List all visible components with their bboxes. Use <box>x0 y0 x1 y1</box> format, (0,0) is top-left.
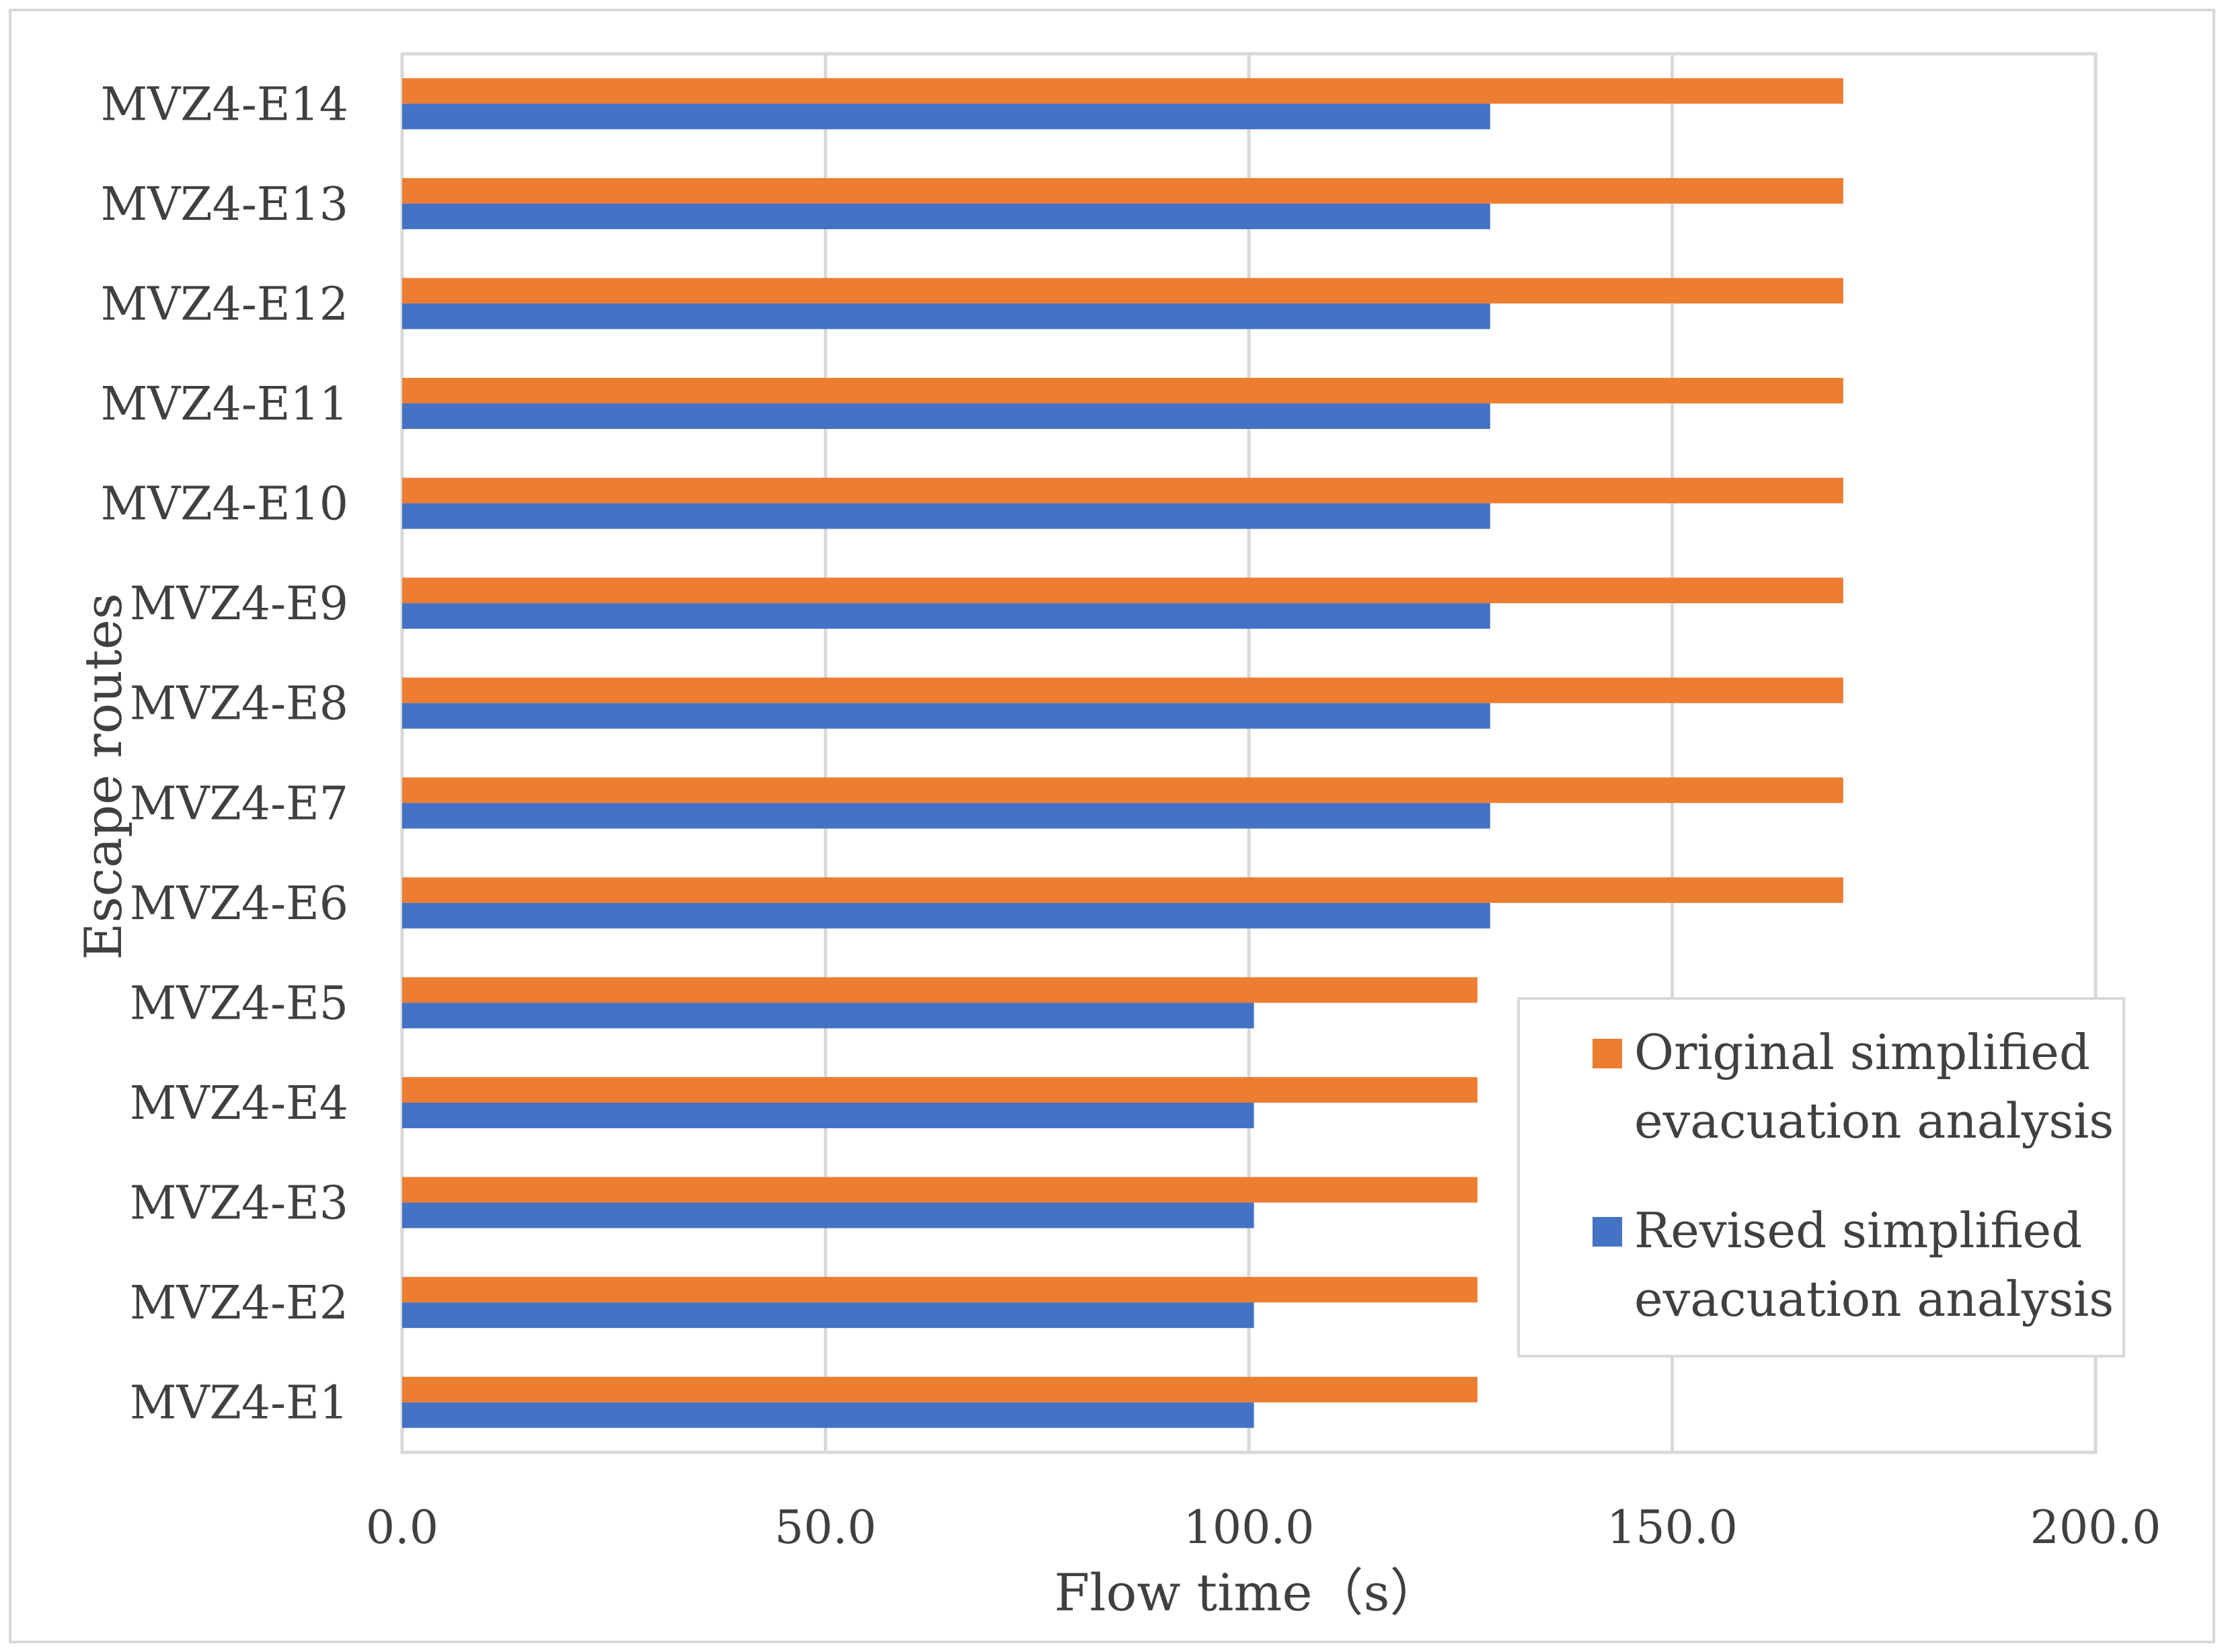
legend-label-revised-line2: evacuation analysis <box>1634 1271 2114 1327</box>
bar-original-mvz4-e2 <box>402 1277 1478 1303</box>
category-label: MVZ4-E14 <box>101 78 348 131</box>
bar-original-mvz4-e5 <box>402 977 1478 1003</box>
category-label: MVZ4-E6 <box>130 877 348 931</box>
x-tick-label: 50.0 <box>775 1501 876 1555</box>
category-label: MVZ4-E7 <box>130 777 348 830</box>
bar-revised-mvz4-e5 <box>402 1002 1254 1029</box>
bar-original-mvz4-e1 <box>402 1376 1478 1403</box>
legend: Original simplified evacuation analysis … <box>1517 997 2125 1358</box>
category-label: MVZ4-E13 <box>101 178 348 231</box>
bar-revised-mvz4-e2 <box>402 1302 1254 1329</box>
bar-revised-mvz4-e8 <box>402 703 1490 729</box>
x-tick-label: 0.0 <box>366 1501 438 1555</box>
x-tick-label: 200.0 <box>2030 1501 2161 1555</box>
bar-original-mvz4-e14 <box>402 78 1843 104</box>
legend-label-original-line1: Original simplified <box>1634 1024 2090 1080</box>
bar-original-mvz4-e8 <box>402 677 1843 703</box>
category-label: MVZ4-E1 <box>130 1377 348 1430</box>
category-label: MVZ4-E11 <box>101 378 348 431</box>
bar-original-mvz4-e10 <box>402 477 1843 504</box>
bar-revised-mvz4-e4 <box>402 1103 1254 1128</box>
bar-revised-mvz4-e6 <box>402 902 1490 929</box>
bars <box>402 78 1843 1428</box>
legend-swatch-revised <box>1593 1217 1622 1247</box>
bar-original-mvz4-e7 <box>402 777 1843 803</box>
bar-original-mvz4-e3 <box>402 1177 1478 1203</box>
bar-original-mvz4-e13 <box>402 178 1843 204</box>
bar-revised-mvz4-e1 <box>402 1402 1254 1428</box>
plot-area-frame <box>400 52 2098 1454</box>
category-label: MVZ4-E2 <box>130 1277 348 1330</box>
category-labels: MVZ4-E1 MVZ4-E2 MVZ4-E3 MVZ4-E4 MVZ4-E5 MVZ4-… <box>101 78 348 1429</box>
bar-revised-mvz4-e13 <box>402 203 1490 229</box>
x-tick-labels: 0.0 50.0 100.0 150.0 200.0 <box>366 1501 2161 1555</box>
bar-revised-mvz4-e14 <box>402 104 1490 130</box>
bar-original-mvz4-e12 <box>402 278 1843 304</box>
category-label: MVZ4-E12 <box>101 278 348 331</box>
category-label: MVZ4-E10 <box>101 478 348 531</box>
legend-label-original-line2: evacuation analysis <box>1634 1093 2114 1149</box>
category-label: MVZ4-E5 <box>130 977 348 1030</box>
bar-revised-mvz4-e9 <box>402 603 1490 629</box>
x-axis-title: Flow time（s） <box>1055 1563 1441 1622</box>
bar-original-mvz4-e4 <box>402 1077 1478 1103</box>
bar-original-mvz4-e9 <box>402 578 1843 604</box>
bar-revised-mvz4-e3 <box>402 1202 1254 1228</box>
bar-revised-mvz4-e12 <box>402 303 1490 329</box>
legend-label-revised-line1: Revised simplified <box>1634 1202 2082 1259</box>
bar-original-mvz4-e6 <box>402 877 1843 903</box>
bar-revised-mvz4-e11 <box>402 403 1490 429</box>
category-label: MVZ4-E8 <box>130 678 348 731</box>
bar-original-mvz4-e11 <box>402 378 1843 403</box>
bar-revised-mvz4-e10 <box>402 503 1490 529</box>
bar-revised-mvz4-e7 <box>402 803 1490 829</box>
x-tick-label: 100.0 <box>1184 1501 1315 1555</box>
category-label: MVZ4-E9 <box>130 578 348 631</box>
category-label: MVZ4-E3 <box>130 1177 348 1230</box>
x-tick-label: 150.0 <box>1607 1501 1738 1555</box>
legend-swatch-original <box>1593 1039 1622 1068</box>
category-label: MVZ4-E4 <box>130 1077 348 1130</box>
y-axis-title: Escape routes <box>73 593 133 960</box>
